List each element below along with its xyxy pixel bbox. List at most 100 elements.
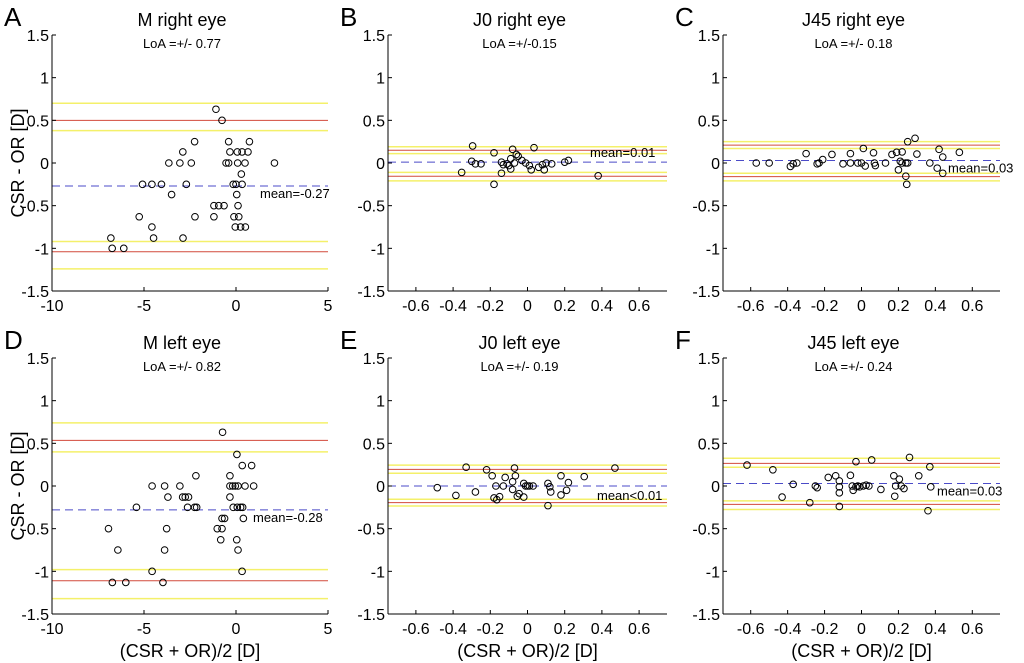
y-tick-label: -1: [706, 564, 720, 581]
x-tick-label: 0.4: [591, 298, 613, 315]
y-tick-label: -0.5: [357, 199, 385, 216]
data-point: [224, 137, 233, 146]
y-tick-label: 1: [711, 394, 720, 411]
data-point: [499, 482, 508, 490]
data-point: [530, 143, 538, 152]
data-point: [914, 471, 923, 480]
data-point: [497, 169, 506, 178]
data-point: [933, 164, 942, 172]
data-point: [471, 488, 480, 496]
panel-letter: E: [340, 325, 357, 355]
data-point: [564, 156, 573, 165]
y-tick-label: 0.5: [698, 436, 720, 453]
y-tick-label: 1.5: [698, 351, 720, 368]
y-tick-label: -1.5: [21, 607, 49, 624]
y-tick-label: -1.5: [692, 607, 720, 624]
x-tick-label: -0.6: [737, 298, 765, 315]
data-point: [192, 471, 200, 480]
data-point: [148, 180, 156, 189]
x-tick-label: 0.4: [591, 621, 613, 638]
data-point: [187, 159, 196, 167]
y-tick-label: -0.5: [692, 199, 720, 216]
data-point: [835, 483, 844, 491]
y-tick-label: 0: [40, 479, 49, 496]
data-point: [220, 201, 228, 210]
data-point: [229, 180, 238, 189]
data-point: [514, 152, 523, 160]
data-point: [247, 461, 256, 470]
data-point: [241, 482, 249, 490]
data-point: [233, 159, 242, 167]
y-tick-label: 1.5: [27, 28, 49, 45]
x-tick-label: -10: [40, 298, 63, 315]
data-point: [108, 244, 116, 253]
data-point: [911, 134, 919, 143]
x-tick-label: 0.6: [628, 621, 650, 638]
data-point: [230, 212, 238, 221]
y-tick-label: 1.5: [363, 351, 385, 368]
y-tick-label: 1: [376, 394, 385, 411]
mean-label: mean=0.03: [937, 483, 1002, 498]
x-tick-label: -0.4: [439, 298, 467, 315]
data-point: [238, 503, 247, 512]
data-point: [233, 148, 242, 156]
data-point: [508, 485, 517, 494]
data-point: [924, 506, 932, 515]
data-point: [107, 234, 115, 242]
data-point: [902, 172, 910, 181]
data-point: [811, 482, 820, 490]
data-point: [238, 461, 247, 470]
data-point: [218, 116, 226, 125]
data-point: [818, 155, 827, 164]
data-point: [938, 169, 947, 178]
data-point: [580, 472, 589, 481]
data-point: [233, 450, 241, 459]
x-tick-label: 0.6: [628, 298, 650, 315]
x-tick-label: -0.4: [774, 298, 802, 315]
y-tick-label: -0.5: [357, 522, 385, 539]
data-point: [160, 482, 169, 490]
data-point: [525, 161, 534, 170]
data-point: [955, 148, 964, 157]
data-point: [452, 491, 460, 500]
x-tick-label: -0.4: [439, 621, 467, 638]
x-tick-label: 0.6: [961, 298, 983, 315]
panel-title: J45 right eye: [802, 10, 905, 30]
panel-title: J0 right eye: [473, 10, 566, 30]
y-tick-label: 1: [711, 71, 720, 88]
mean-label: mean=-0.28: [253, 510, 323, 525]
data-point: [218, 524, 226, 533]
loa-subtitle: LoA =+/- 0.24: [814, 359, 892, 374]
x-tick-label: -0.4: [774, 621, 802, 638]
loa-subtitle: LoA =+/-0.15: [482, 36, 556, 51]
data-point: [835, 489, 844, 497]
data-point: [236, 503, 245, 512]
data-point: [167, 190, 176, 199]
y-tick-label: 1: [40, 71, 49, 88]
data-point: [190, 503, 199, 512]
y-axis-label: CSR - OR [D]: [8, 431, 28, 540]
panel-title: M left eye: [143, 333, 221, 353]
panel-b: B J0 right eye LoA =+/-0.15 mean=0.01 -1.5 -1…: [340, 2, 667, 315]
data-point: [249, 482, 258, 490]
loa-subtitle: LoA =+/- 0.82: [143, 359, 221, 374]
y-tick-label: 0: [711, 479, 720, 496]
data-point: [894, 166, 903, 174]
data-point: [234, 212, 243, 221]
x-tick-label: -0.2: [811, 298, 839, 315]
data-point: [238, 180, 246, 189]
loa-subtitle: LoA =+/- 0.18: [814, 36, 892, 51]
data-point: [238, 148, 246, 156]
y-tick-label: -1.5: [357, 284, 385, 301]
data-point: [270, 159, 279, 167]
data-point: [557, 471, 565, 480]
data-point: [148, 482, 156, 490]
data-point: [149, 234, 158, 242]
data-point: [234, 546, 242, 554]
data-point: [789, 160, 797, 168]
data-point: [896, 157, 905, 166]
x-tick-label: -0.6: [402, 621, 430, 638]
data-point: [218, 514, 226, 523]
